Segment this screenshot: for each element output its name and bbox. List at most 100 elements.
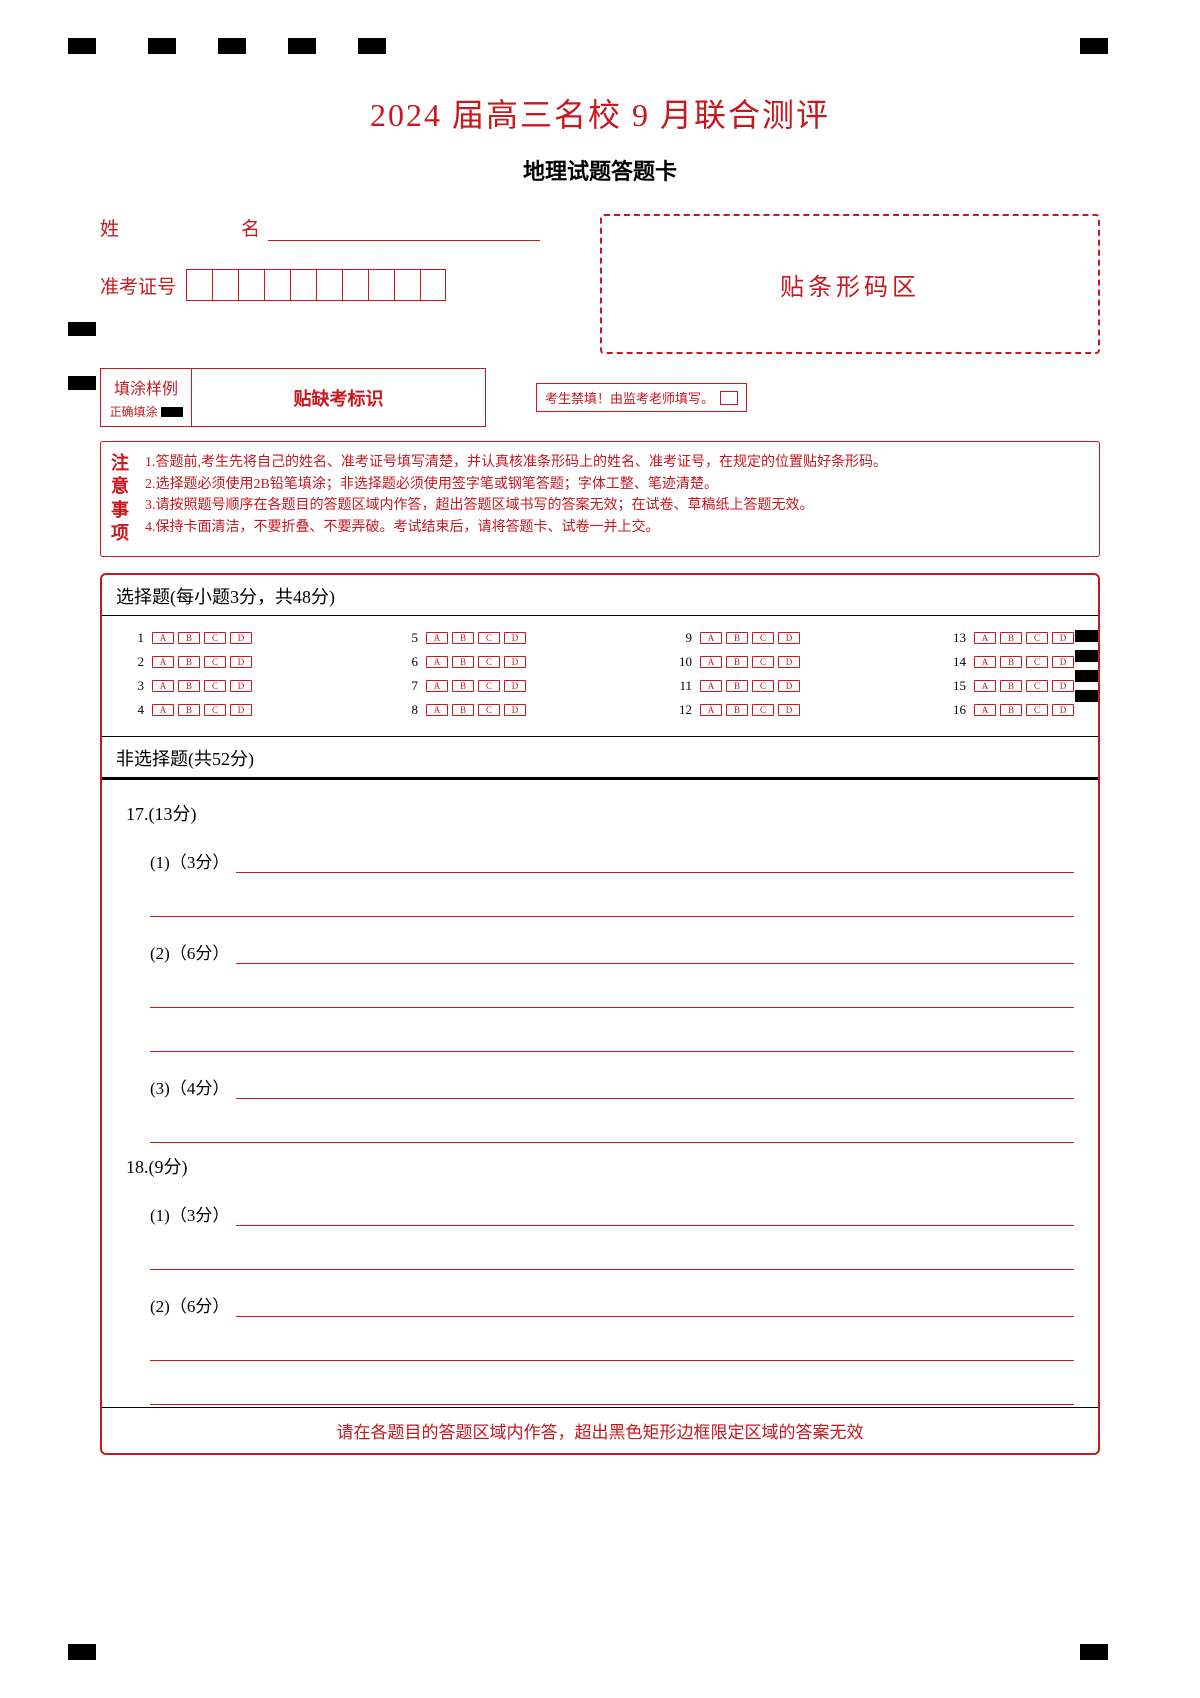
mc-bubble-b[interactable]: B	[178, 704, 200, 716]
mc-bubble-a[interactable]: A	[152, 656, 174, 668]
ticket-digit-box[interactable]	[238, 269, 264, 301]
ticket-digit-box[interactable]	[342, 269, 368, 301]
sub-question: (2)（6分）	[126, 1292, 1074, 1317]
answer-line[interactable]	[236, 1077, 1074, 1099]
mc-bubble-b[interactable]: B	[1000, 632, 1022, 644]
mc-bubble-d[interactable]: D	[778, 656, 800, 668]
mc-bubble-d[interactable]: D	[1052, 632, 1074, 644]
mc-bubble-c[interactable]: C	[752, 704, 774, 716]
mc-bubble-d[interactable]: D	[504, 632, 526, 644]
proctor-only-box: 考生禁填！由监考老师填写。	[536, 383, 747, 412]
mc-bubble-c[interactable]: C	[1026, 704, 1048, 716]
mc-bubble-b[interactable]: B	[178, 632, 200, 644]
mc-bubble-a[interactable]: A	[426, 656, 448, 668]
mc-bubble-c[interactable]: C	[752, 680, 774, 692]
mc-bubble-c[interactable]: C	[478, 632, 500, 644]
answer-line[interactable]	[236, 1295, 1074, 1317]
mc-bubble-a[interactable]: A	[974, 680, 996, 692]
mc-number: 13	[944, 630, 966, 646]
mc-bubble-d[interactable]: D	[504, 704, 526, 716]
answer-line[interactable]	[150, 1361, 1074, 1405]
mc-bubble-c[interactable]: C	[204, 656, 226, 668]
mc-bubble-b[interactable]: B	[178, 656, 200, 668]
mc-bubble-a[interactable]: A	[974, 656, 996, 668]
mc-bubble-a[interactable]: A	[700, 680, 722, 692]
mc-bubble-d[interactable]: D	[504, 680, 526, 692]
mc-bubble-a[interactable]: A	[700, 632, 722, 644]
mc-row: 6ABCD	[396, 654, 530, 670]
mc-bubble-b[interactable]: B	[1000, 656, 1022, 668]
mc-bubble-d[interactable]: D	[1052, 704, 1074, 716]
ticket-digit-box[interactable]	[316, 269, 342, 301]
answer-line[interactable]	[236, 942, 1074, 964]
mc-bubble-b[interactable]: B	[1000, 704, 1022, 716]
mc-bubble-c[interactable]: C	[204, 680, 226, 692]
mc-bubble-a[interactable]: A	[426, 680, 448, 692]
mc-bubble-a[interactable]: A	[700, 704, 722, 716]
mc-bubble-a[interactable]: A	[974, 704, 996, 716]
mc-number: 11	[670, 678, 692, 694]
name-underline[interactable]	[268, 219, 540, 241]
mc-bubble-a[interactable]: A	[426, 632, 448, 644]
mc-bubble-c[interactable]: C	[204, 704, 226, 716]
ticket-digit-box[interactable]	[290, 269, 316, 301]
mc-bubble-c[interactable]: C	[478, 656, 500, 668]
mc-number: 15	[944, 678, 966, 694]
answer-line[interactable]	[150, 1099, 1074, 1143]
sub-question-label: (2)（6分）	[126, 939, 236, 964]
mc-bubble-c[interactable]: C	[752, 656, 774, 668]
mc-bubble-b[interactable]: B	[452, 704, 474, 716]
mc-bubble-b[interactable]: B	[726, 680, 748, 692]
answer-line[interactable]	[150, 1317, 1074, 1361]
mc-number: 3	[122, 678, 144, 694]
answer-line[interactable]	[150, 1226, 1074, 1270]
mc-bubble-b[interactable]: B	[726, 704, 748, 716]
mc-bubble-c[interactable]: C	[1026, 680, 1048, 692]
mc-bubble-b[interactable]: B	[1000, 680, 1022, 692]
mc-bubble-b[interactable]: B	[726, 656, 748, 668]
info-section: 姓 名 准考证号 贴条形码区	[100, 214, 1100, 354]
mc-bubble-d[interactable]: D	[778, 680, 800, 692]
mc-number: 4	[122, 702, 144, 718]
mc-bubble-b[interactable]: B	[452, 656, 474, 668]
mc-bubble-c[interactable]: C	[1026, 632, 1048, 644]
ticket-digit-box[interactable]	[264, 269, 290, 301]
mc-bubble-b[interactable]: B	[178, 680, 200, 692]
mc-bubble-c[interactable]: C	[752, 632, 774, 644]
mc-bubble-d[interactable]: D	[230, 632, 252, 644]
mc-bubble-b[interactable]: B	[726, 632, 748, 644]
mc-bubble-a[interactable]: A	[152, 704, 174, 716]
ticket-digit-box[interactable]	[420, 269, 446, 301]
mc-bubble-d[interactable]: D	[778, 632, 800, 644]
mc-bubble-a[interactable]: A	[426, 704, 448, 716]
sub-question-label: (1)（3分）	[126, 1201, 236, 1226]
mc-bubble-c[interactable]: C	[478, 680, 500, 692]
mc-bubble-d[interactable]: D	[230, 704, 252, 716]
ticket-digit-box[interactable]	[186, 269, 212, 301]
mc-bubble-d[interactable]: D	[778, 704, 800, 716]
mc-bubble-d[interactable]: D	[1052, 680, 1074, 692]
mc-bubble-a[interactable]: A	[152, 632, 174, 644]
mc-bubble-d[interactable]: D	[230, 656, 252, 668]
ticket-digit-box[interactable]	[394, 269, 420, 301]
answer-line[interactable]	[236, 1204, 1074, 1226]
mc-bubble-a[interactable]: A	[974, 632, 996, 644]
mc-bubble-a[interactable]: A	[700, 656, 722, 668]
mc-bubble-b[interactable]: B	[452, 680, 474, 692]
mc-bubble-c[interactable]: C	[204, 632, 226, 644]
mc-bubble-c[interactable]: C	[1026, 656, 1048, 668]
answer-line[interactable]	[150, 964, 1074, 1008]
ticket-boxes[interactable]	[186, 269, 446, 301]
answer-line[interactable]	[150, 873, 1074, 917]
mc-bubble-d[interactable]: D	[504, 656, 526, 668]
mc-bubble-b[interactable]: B	[452, 632, 474, 644]
mc-bubble-c[interactable]: C	[478, 704, 500, 716]
main-title: 2024 届高三名校 9 月联合测评	[100, 90, 1100, 136]
ticket-digit-box[interactable]	[212, 269, 238, 301]
mc-bubble-a[interactable]: A	[152, 680, 174, 692]
answer-line[interactable]	[150, 1008, 1074, 1052]
answer-line[interactable]	[236, 851, 1074, 873]
ticket-digit-box[interactable]	[368, 269, 394, 301]
mc-bubble-d[interactable]: D	[230, 680, 252, 692]
mc-bubble-d[interactable]: D	[1052, 656, 1074, 668]
